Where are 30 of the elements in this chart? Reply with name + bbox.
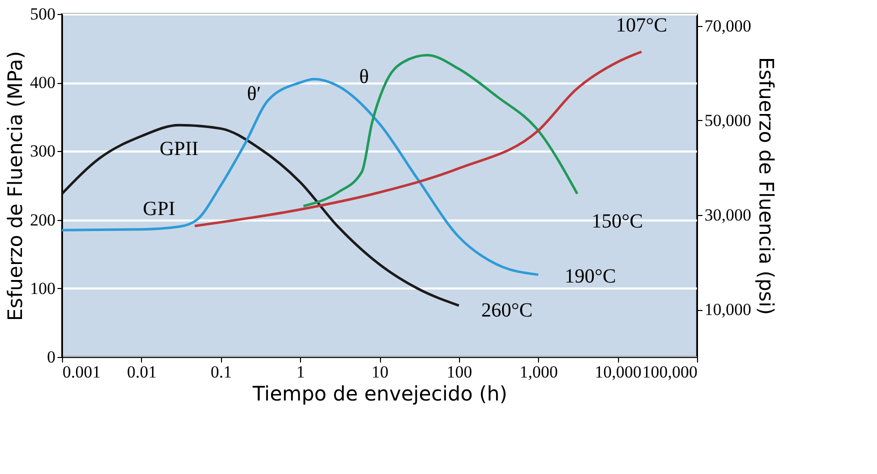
- x-tick-label: 0.01: [127, 362, 157, 382]
- y-tick-label: 400: [30, 73, 56, 92]
- series-label: 150°C: [592, 210, 643, 233]
- series-label: 260°C: [481, 300, 533, 322]
- x-tick-label: 100: [446, 362, 472, 382]
- y-tick-label: 0: [47, 348, 56, 366]
- x-tick-label: 0.1: [210, 362, 232, 382]
- x-tick-label: 1,000: [520, 362, 558, 382]
- y2-tick-label: 70,000: [704, 16, 752, 36]
- y-tick-label: 300: [30, 142, 56, 161]
- y-tick-label: 100: [30, 278, 56, 298]
- x-tick-label: 0.001: [62, 362, 101, 382]
- annotation: θ: [359, 66, 369, 88]
- series-label: 107°C: [616, 14, 668, 37]
- x-axis-title: Tiempo de envejecido (h): [252, 382, 508, 406]
- y2-axis-title: Esfuerzo de Fluencia (psi): [754, 57, 778, 315]
- y-axis-title: Esfuerzo de Fluencia (MPa): [3, 51, 27, 321]
- y2-tick-label: 30,000: [704, 206, 752, 225]
- y-tick-label: 500: [30, 4, 56, 24]
- y2-tick-label: 50,000: [704, 110, 752, 130]
- x-tick-label: 10,000: [594, 362, 642, 382]
- annotation: θ′: [247, 83, 261, 105]
- y2-tick-label: 10,000: [704, 300, 752, 320]
- annotation: GPII: [160, 138, 198, 160]
- x-tick-label: 100,000: [642, 362, 698, 382]
- x-tick-label: 1: [296, 362, 305, 382]
- x-tick-label: 10: [372, 362, 388, 382]
- y-tick-label: 200: [30, 210, 56, 230]
- series-label: 190°C: [564, 266, 616, 288]
- annotation: GPI: [142, 198, 176, 220]
